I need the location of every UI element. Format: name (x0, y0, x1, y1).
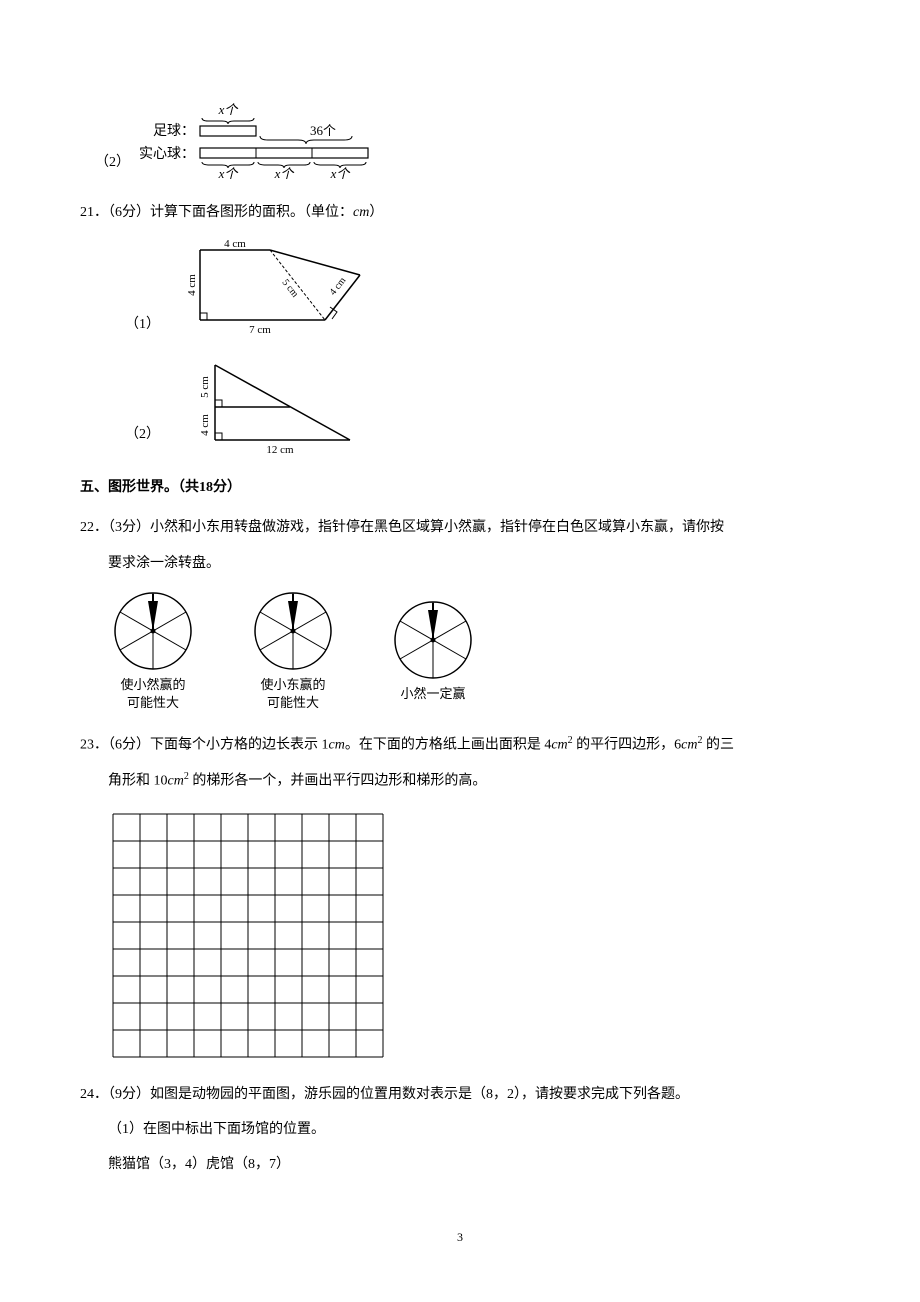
q24-sub2: 熊猫馆（3，4）虎馆（8，7） (80, 1152, 840, 1177)
x-b3: x个 (330, 166, 352, 180)
q24: 24．（9分）如图是动物园的平面图，游乐园的位置用数对表示是（8，2），请按要求… (80, 1082, 840, 1178)
q21: 21．（6分）计算下面各图形的面积。（单位：cm） （1） 4 cm 4 cm … (80, 200, 840, 455)
q21-fig1: 4 cm 4 cm 7 cm 5 cm 4 cm (170, 235, 370, 345)
s1l2: 可能性大 (127, 695, 179, 710)
brace-top-small (202, 118, 254, 124)
q22: 22．（3分）小然和小东用转盘做游戏，指针停在黑色区域算小然赢，指针停在白色区域… (80, 515, 840, 712)
s2l2: 可能性大 (267, 695, 319, 710)
s1l1: 使小然赢的 (120, 677, 185, 692)
q23-2c: 的梯形各一个，并画出平行四边形和梯形的高。 (189, 774, 487, 789)
q23-1d: cm (551, 738, 567, 753)
spinner1-label: 使小然赢的 可能性大 (108, 676, 198, 712)
q21-fig1-row: （1） 4 cm 4 cm 7 cm 5 cm 4 cm (110, 235, 840, 345)
x-label-top: x个 (218, 102, 240, 117)
q23-line1: 23．（6分）下面每个小方格的边长表示 1cm。在下面的方格纸上画出面积是 4c… (80, 732, 840, 758)
q20-sub-num: （2） (80, 150, 130, 180)
q21-fig2-row: （2） 5 cm 4 cm 12 cm (110, 355, 840, 455)
q23-1a: 23．（6分）下面每个小方格的边长表示 1 (80, 738, 329, 753)
spinner3-item: 小然一定赢 (388, 595, 478, 703)
q23-grid-wrap (80, 809, 840, 1062)
q21-sub2: （2） (110, 422, 160, 455)
spinner1-item: 使小然赢的 可能性大 (108, 586, 198, 712)
q21-prefix: 21．（6分）计算下面各图形的面积。（单位： (80, 205, 353, 220)
brace-36 (260, 136, 352, 144)
s2l1: 使小东赢的 (260, 677, 325, 692)
q23-1f: cm (681, 738, 697, 753)
q20-bar-diagram: 足球： x个 36个 实心球： x个 x个 x个 (140, 100, 400, 180)
spinner1 (108, 586, 198, 671)
section5-title: 五、图形世界。（共18分） (80, 475, 840, 500)
spinner2 (248, 586, 338, 671)
spinner2-item: 使小东赢的 可能性大 (248, 586, 338, 712)
q23-grid (108, 809, 388, 1062)
q20-figure-row: （2） 足球： x个 36个 实心球： x个 x个 x (80, 100, 840, 180)
q23-2b: cm (168, 774, 184, 789)
spinner2-label: 使小东赢的 可能性大 (248, 676, 338, 712)
q22-line1: 22．（3分）小然和小东用转盘做游戏，指针停在黑色区域算小然赢，指针停在白色区域… (80, 515, 840, 540)
f2-bottom: 12 cm (266, 444, 294, 455)
page-number: 3 (80, 1227, 840, 1249)
x-b1: x个 (218, 166, 240, 180)
q21-text: 21．（6分）计算下面各图形的面积。（单位：cm） (80, 200, 840, 225)
football-bar (200, 126, 256, 136)
q24-text: 24．（9分）如图是动物园的平面图，游乐园的位置用数对表示是（8，2），请按要求… (80, 1082, 840, 1107)
q21-unit: cm (353, 205, 369, 220)
q23-1g: 的三 (702, 738, 734, 753)
q23-line2: 角形和 10cm2 的梯形各一个，并画出平行四边形和梯形的高。 (80, 768, 840, 794)
q24-sub1: （1）在图中标出下面场馆的位置。 (80, 1117, 840, 1142)
f1-left: 4 cm (186, 274, 198, 296)
q21-fig2: 5 cm 4 cm 12 cm (170, 355, 370, 455)
q23-1b: cm (329, 738, 345, 753)
spinner3 (388, 595, 478, 680)
f2-upper: 5 cm (199, 376, 211, 398)
q23: 23．（6分）下面每个小方格的边长表示 1cm。在下面的方格纸上画出面积是 4c… (80, 732, 840, 1062)
f1-diag: 5 cm (280, 277, 301, 299)
q21-suffix: ） (369, 205, 383, 220)
q22-line2: 要求涂一涂转盘。 (80, 551, 840, 576)
q20-part2: （2） 足球： x个 36个 实心球： x个 x个 x (80, 100, 840, 180)
count-36: 36个 (310, 123, 336, 138)
f2-lower: 4 cm (199, 414, 211, 436)
spinner3-label: 小然一定赢 (388, 685, 478, 703)
solid-bar (200, 148, 368, 158)
q23-1c: 。在下面的方格纸上画出面积是 4 (345, 738, 552, 753)
f1-top: 4 cm (224, 238, 246, 250)
spinner-row: 使小然赢的 可能性大 使小东赢的 可能性大 (80, 586, 840, 712)
q23-1e: 的平行四边形，6 (573, 738, 682, 753)
q23-2a: 角形和 10 (108, 774, 168, 789)
label-solid: 实心球： (140, 146, 195, 162)
q21-sub1: （1） (110, 312, 160, 345)
x-b2: x个 (274, 166, 296, 180)
f1-bottom: 7 cm (249, 324, 271, 336)
label-football: 足球： (153, 123, 195, 139)
